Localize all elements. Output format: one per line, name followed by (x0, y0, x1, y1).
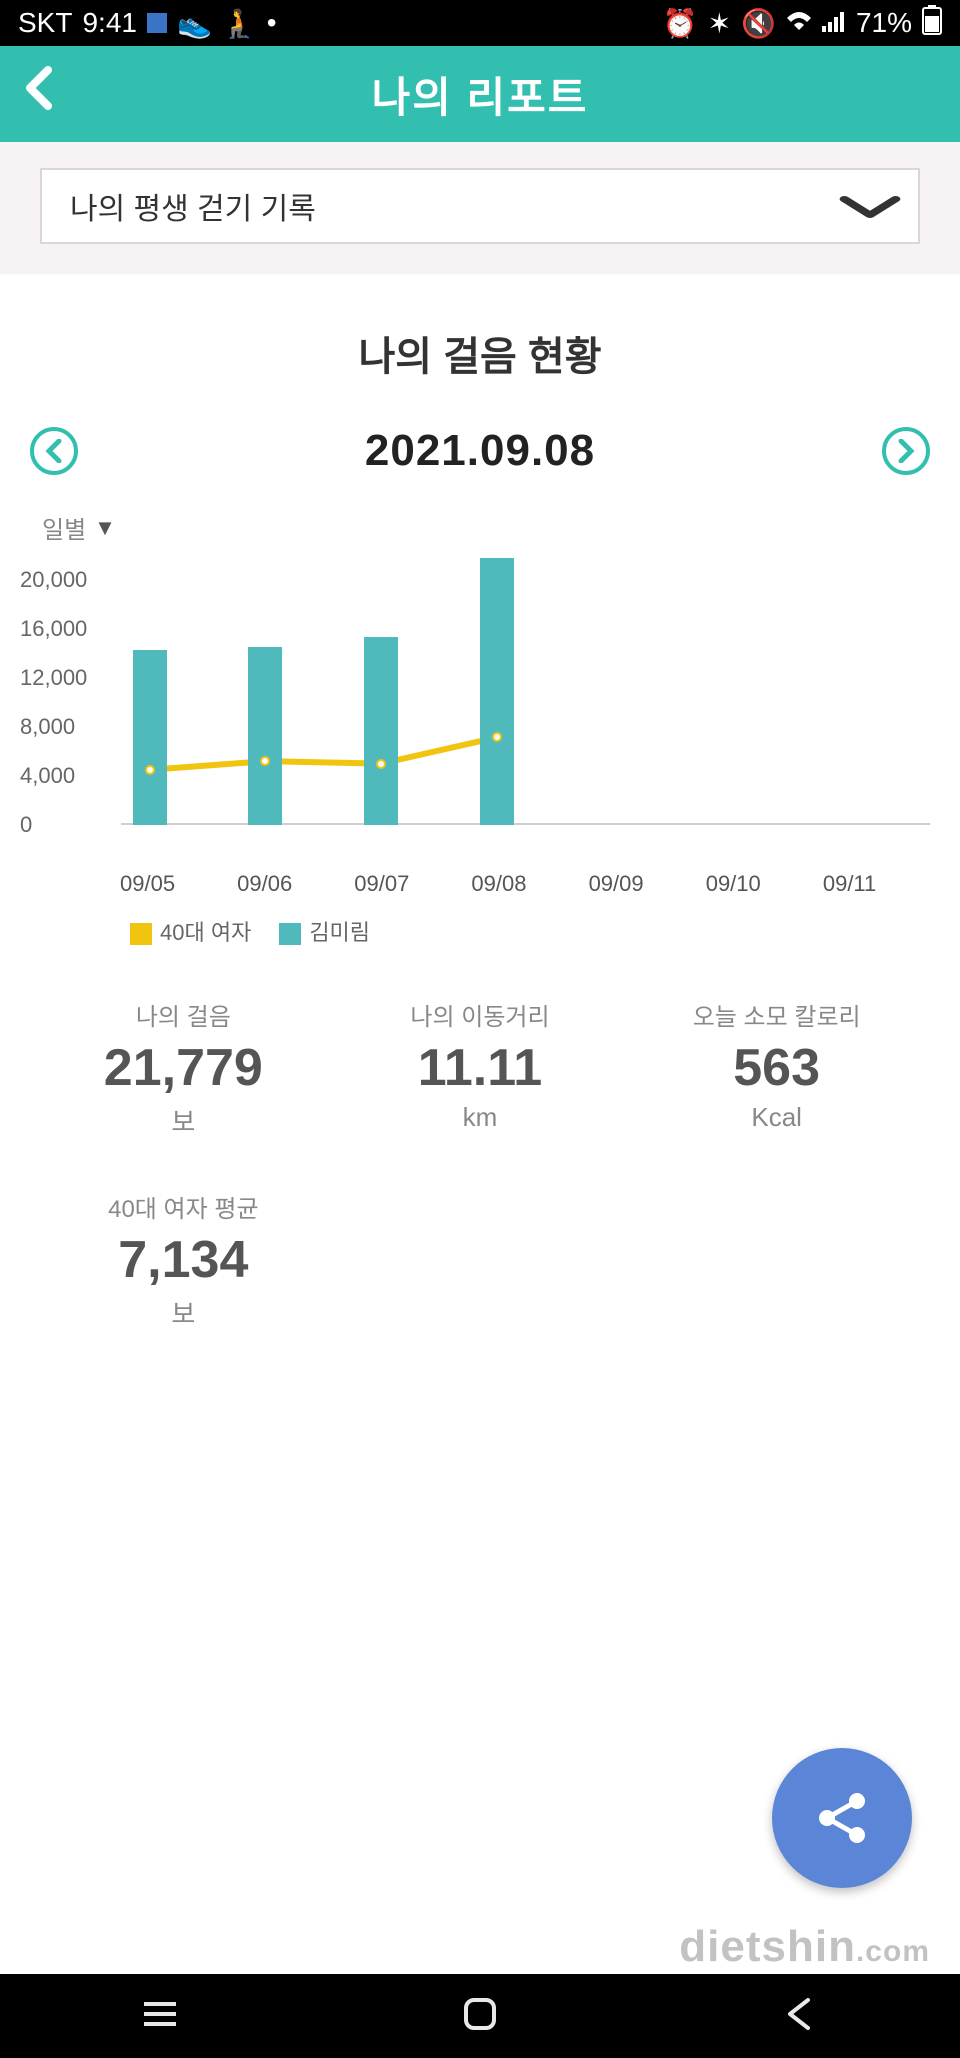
triangle-down-icon: ▼ (94, 515, 116, 541)
x-tick-label: 09/08 (471, 871, 588, 897)
alarm-icon: ⏰ (663, 7, 698, 40)
record-type-dropdown[interactable]: 나의 평생 걷기 기록 (40, 168, 920, 244)
record-type-label: 나의 평생 걷기 기록 (70, 184, 316, 228)
clock-label: 9:41 (82, 7, 137, 39)
stat-value: 563 (633, 1038, 920, 1098)
chart-baseline (121, 823, 930, 825)
shoe-notif-icon: 👟 (177, 7, 212, 40)
chart-legend: 40대 여자 김미림 (130, 915, 960, 947)
chart-bar (364, 637, 398, 825)
stat-card: 오늘 소모 칼로리 563 Kcal (633, 997, 920, 1139)
android-navbar (0, 1974, 960, 2058)
watermark-main: dietshin (679, 1922, 856, 1971)
wifi-icon (786, 7, 812, 39)
x-tick-label: 09/07 (354, 871, 471, 897)
y-tick-label: 12,000 (20, 665, 87, 691)
home-button[interactable] (460, 1994, 500, 2039)
x-tick-label: 09/09 (589, 871, 706, 897)
recents-button[interactable] (140, 1994, 180, 2039)
carrier-label: SKT (18, 7, 72, 39)
share-icon (807, 1783, 877, 1853)
share-button[interactable] (772, 1748, 912, 1888)
watermark: dietshin.com (679, 1922, 930, 1972)
chart-plot-area (120, 555, 930, 825)
report-selector-section: 나의 평생 걷기 기록 (0, 142, 960, 274)
y-tick-label: 0 (20, 812, 32, 838)
back-nav-button[interactable] (780, 1994, 820, 2039)
legend-label-avg: 40대 여자 (160, 920, 251, 945)
x-tick-label: 09/10 (706, 871, 823, 897)
legend-swatch-avg (130, 923, 152, 945)
chart-bar (248, 647, 282, 825)
chevron-down-icon (838, 184, 902, 229)
current-date-label: 2021.09.08 (365, 426, 595, 476)
app-notif-icon (147, 13, 167, 33)
stat-card: 40대 여자 평균 7,134 보 (40, 1189, 327, 1331)
stat-unit: km (337, 1102, 624, 1133)
android-statusbar: SKT 9:41 👟 🧎 • ⏰ ✶ 🔇 71% (0, 0, 960, 46)
y-tick-label: 4,000 (20, 763, 75, 789)
page-title: 나의 리포트 (0, 64, 960, 125)
next-date-button[interactable] (882, 427, 930, 475)
stat-unit: Kcal (633, 1102, 920, 1133)
y-tick-label: 8,000 (20, 714, 75, 740)
stat-label: 나의 걸음 (40, 997, 327, 1032)
section-title: 나의 걸음 현황 (0, 324, 960, 382)
chart-bar (133, 650, 167, 826)
mute-icon: 🔇 (741, 7, 776, 40)
legend-item-user: 김미림 (279, 915, 370, 947)
app-header: 나의 리포트 (0, 46, 960, 142)
x-tick-label: 09/06 (237, 871, 354, 897)
bluetooth-icon: ✶ (708, 7, 731, 40)
stat-value: 7,134 (40, 1230, 327, 1290)
chart-x-labels: 09/0509/0609/0709/0809/0909/1009/11 (120, 871, 940, 897)
person-notif-icon: 🧎 (222, 7, 257, 40)
stat-value: 11.11 (337, 1038, 624, 1098)
view-mode-label: 일별 (42, 510, 86, 545)
line-point (260, 756, 270, 766)
battery-icon (922, 5, 942, 42)
view-mode-toggle[interactable]: 일별 ▼ (42, 510, 960, 545)
back-button[interactable] (24, 66, 52, 122)
chart-bar (480, 558, 514, 825)
legend-swatch-user (279, 923, 301, 945)
y-tick-label: 16,000 (20, 616, 87, 642)
stat-unit: 보 (40, 1102, 327, 1139)
more-notif-icon: • (267, 7, 277, 39)
x-tick-label: 09/11 (823, 871, 940, 897)
steps-chart: 20,000 16,000 12,000 8,000 4,000 0 (20, 555, 940, 865)
date-navigator: 2021.09.08 (0, 426, 960, 476)
line-point (145, 765, 155, 775)
avg-line-series (121, 555, 930, 825)
stat-value: 21,779 (40, 1038, 327, 1098)
stat-label: 나의 이동거리 (337, 997, 624, 1032)
line-point (376, 759, 386, 769)
stat-card: 나의 이동거리 11.11 km (337, 997, 624, 1139)
legend-label-user: 김미림 (309, 920, 370, 945)
prev-date-button[interactable] (30, 427, 78, 475)
legend-item-avg: 40대 여자 (130, 915, 251, 947)
battery-pct-label: 71% (856, 7, 912, 39)
stat-card: 나의 걸음 21,779 보 (40, 997, 327, 1139)
y-tick-label: 20,000 (20, 567, 87, 593)
signal-icon (822, 7, 846, 39)
stat-label: 오늘 소모 칼로리 (633, 997, 920, 1032)
stat-label: 40대 여자 평균 (40, 1189, 327, 1224)
stats-grid: 나의 걸음 21,779 보 나의 이동거리 11.11 km 오늘 소모 칼로리 563 Kc… (0, 947, 960, 1331)
line-point (492, 732, 502, 742)
x-tick-label: 09/05 (120, 871, 237, 897)
stat-unit: 보 (40, 1294, 327, 1331)
watermark-suffix: .com (856, 1935, 930, 1968)
